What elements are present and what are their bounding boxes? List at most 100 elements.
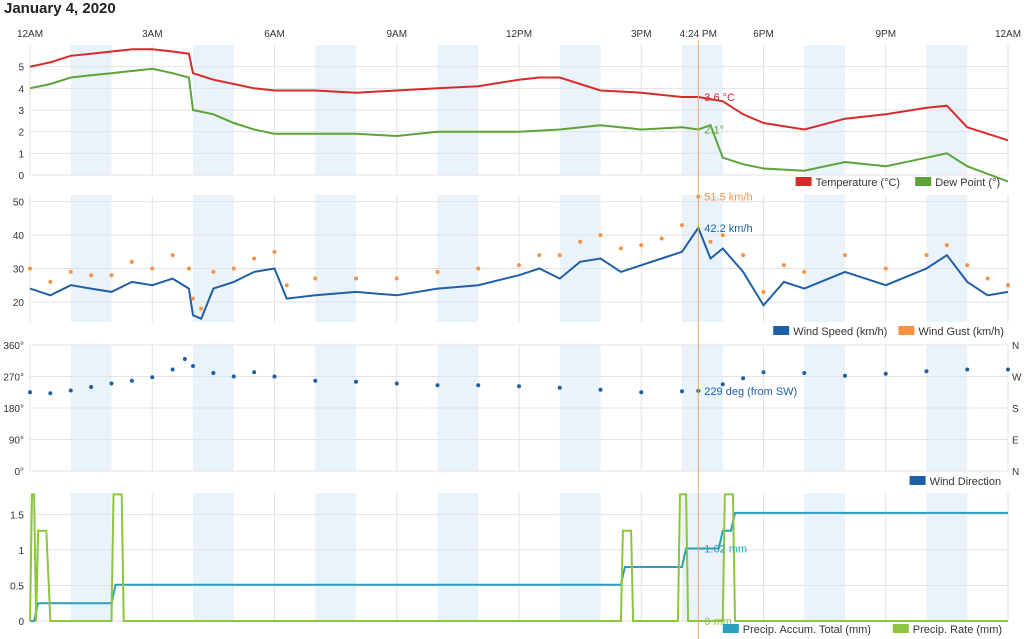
data-point bbox=[1006, 367, 1010, 372]
data-point bbox=[394, 381, 399, 386]
legend-label: Dew Point (°) bbox=[935, 177, 1000, 189]
data-point bbox=[557, 253, 562, 258]
data-point bbox=[537, 253, 542, 258]
y-tick-label: 180° bbox=[3, 404, 24, 415]
data-point bbox=[1006, 283, 1010, 288]
data-point bbox=[231, 374, 236, 379]
data-point bbox=[28, 266, 32, 271]
data-point bbox=[129, 259, 134, 264]
data-point bbox=[186, 266, 191, 271]
data-point bbox=[578, 239, 583, 244]
time-band bbox=[315, 195, 356, 322]
data-point bbox=[639, 390, 644, 395]
y-tick-label: 4 bbox=[18, 84, 24, 95]
data-point bbox=[598, 387, 603, 392]
y-tick-label: 0 bbox=[18, 617, 24, 628]
data-point bbox=[313, 276, 318, 281]
time-band bbox=[193, 195, 234, 322]
legend-label: Temperature (°C) bbox=[816, 177, 900, 189]
compass-tick-label: E bbox=[1012, 436, 1019, 447]
data-point bbox=[639, 243, 644, 248]
data-point bbox=[680, 223, 684, 228]
data-point bbox=[517, 263, 521, 268]
cursor-value-label: 2.1° bbox=[704, 125, 724, 137]
y-tick-label: 20 bbox=[13, 298, 25, 309]
data-point bbox=[284, 283, 289, 288]
compass-tick-label: N bbox=[1012, 467, 1019, 478]
legend-label: Precip. Rate (mm) bbox=[913, 624, 1002, 636]
legend-swatch bbox=[773, 326, 790, 335]
time-axis-tick-label: 12PM bbox=[506, 29, 532, 40]
y-tick-label: 5 bbox=[18, 63, 24, 74]
compass-tick-label: N bbox=[1012, 341, 1019, 352]
y-tick-label: 50 bbox=[13, 198, 25, 209]
data-point bbox=[354, 379, 358, 384]
series-line bbox=[29, 67, 1009, 183]
data-point bbox=[394, 276, 399, 281]
cursor-value-label: 42.2 km/h bbox=[704, 223, 752, 235]
y-tick-label: 40 bbox=[13, 231, 25, 242]
data-point bbox=[170, 367, 175, 372]
cursor-value-label: 3.6 °C bbox=[704, 92, 735, 104]
y-tick-label: 30 bbox=[13, 265, 25, 276]
data-point bbox=[924, 253, 929, 258]
time-band bbox=[559, 195, 601, 322]
series-line bbox=[29, 225, 1009, 321]
y-tick-label: 0 bbox=[18, 171, 24, 182]
data-point bbox=[680, 389, 684, 394]
y-tick-label: 1.5 bbox=[10, 510, 24, 521]
y-tick-label: 1 bbox=[18, 149, 24, 160]
legend-label: Precip. Accum. Total (mm) bbox=[743, 624, 871, 636]
data-point bbox=[720, 233, 725, 238]
data-point bbox=[435, 269, 440, 274]
page-title: January 4, 2020 bbox=[4, 0, 116, 17]
legend-swatch bbox=[795, 177, 812, 186]
data-point bbox=[150, 266, 155, 271]
legend-swatch bbox=[892, 624, 909, 633]
data-point bbox=[741, 376, 746, 381]
data-point bbox=[252, 256, 257, 261]
time-axis-tick-label: 9PM bbox=[875, 29, 896, 40]
time-axis-tick-label: 9AM bbox=[386, 29, 407, 40]
compass-tick-label: S bbox=[1012, 404, 1019, 415]
y-tick-label: 2 bbox=[18, 128, 24, 139]
data-point bbox=[720, 382, 725, 387]
cursor-time-label: 4:24 PM bbox=[680, 29, 717, 40]
data-point bbox=[354, 276, 358, 281]
time-axis-tick-label: 12AM bbox=[17, 29, 43, 40]
data-point bbox=[659, 236, 664, 241]
data-point bbox=[89, 273, 94, 278]
cursor-value-label: 229 deg (from SW) bbox=[704, 386, 797, 398]
data-point bbox=[761, 370, 766, 375]
data-point bbox=[272, 249, 277, 254]
data-point bbox=[48, 279, 53, 284]
time-band bbox=[437, 493, 479, 621]
legend-label: Wind Speed (km/h) bbox=[793, 326, 887, 338]
time-axis-tick-label: 6AM bbox=[264, 29, 285, 40]
time-band bbox=[70, 493, 112, 621]
y-tick-label: 270° bbox=[3, 373, 24, 384]
data-point bbox=[68, 269, 73, 274]
data-point bbox=[883, 266, 888, 271]
legend-label: Wind Gust (km/h) bbox=[918, 326, 1004, 338]
data-point bbox=[883, 371, 888, 376]
time-band bbox=[315, 493, 356, 621]
data-point bbox=[199, 306, 204, 311]
data-point bbox=[741, 253, 746, 258]
data-point bbox=[965, 263, 970, 268]
data-point bbox=[557, 385, 562, 390]
data-point bbox=[598, 233, 603, 238]
data-point bbox=[211, 269, 216, 274]
time-axis-tick-label: 12AM bbox=[995, 29, 1021, 40]
data-point bbox=[435, 383, 440, 388]
data-point bbox=[129, 378, 134, 383]
data-point bbox=[802, 269, 807, 274]
time-band bbox=[804, 195, 845, 322]
data-point bbox=[191, 296, 195, 301]
data-point bbox=[781, 263, 786, 268]
data-point bbox=[618, 246, 623, 251]
time-band bbox=[437, 195, 479, 322]
data-point bbox=[802, 371, 807, 375]
legend-swatch bbox=[898, 326, 915, 335]
